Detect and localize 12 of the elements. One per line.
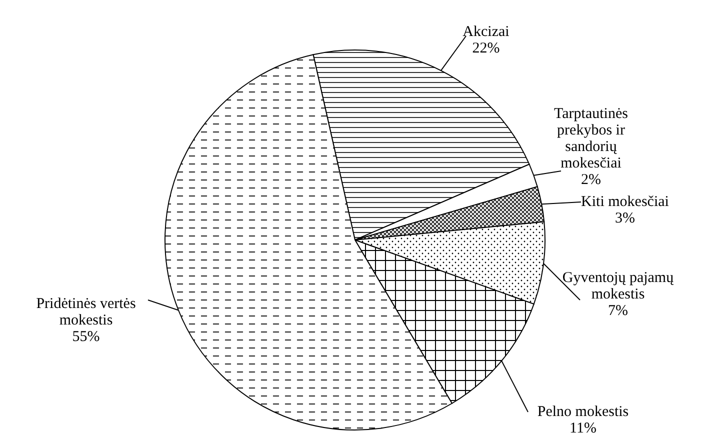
slice-label: Pridėtinės vertės mokestis [36,296,136,328]
data-label: 22% [472,40,500,56]
slice-label: Gyventojų pajamų mokestis [562,270,674,302]
slice-label: Tarptautinės prekybos ir sandorių mokesčiai [554,106,628,172]
slice-label: Akcizai [462,24,510,40]
slice-label: Kiti mokesčiai [581,194,669,210]
data-label: 2% [581,172,601,188]
data-label: 11% [570,420,596,434]
data-label: 55% [72,329,100,345]
data-label: 7% [608,303,628,319]
data-label: 3% [615,210,635,226]
slice-label: Pelno mokestis [537,404,629,420]
